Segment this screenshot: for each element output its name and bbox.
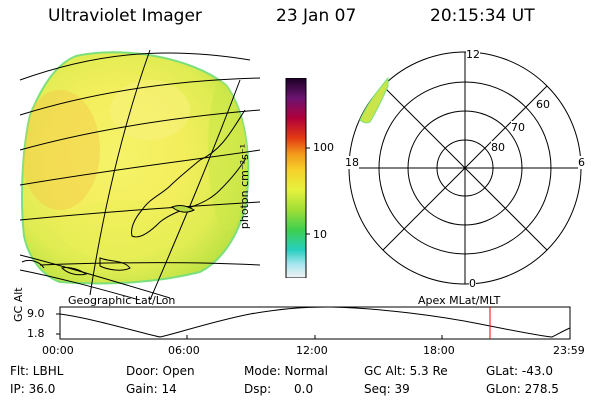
geographic-image (19, 49, 260, 300)
timeline-ytick-max: 9.0 (27, 307, 45, 320)
colorbar-unit-label: photon cm⁻²s⁻¹ (238, 143, 252, 230)
timeline-xtick-2359: 23:59 (553, 344, 585, 357)
color-scale-bar (285, 78, 310, 278)
image-time: 20:15:34 UT (430, 6, 535, 26)
coastline (131, 109, 247, 238)
mlat-label-60: 60 (536, 98, 550, 111)
altitude-timeline (56, 306, 571, 340)
timeline-xtick-0000: 00:00 (42, 344, 74, 357)
dsp-value: Dsp: 0.0 (244, 382, 314, 396)
door-status: Door: Open (126, 364, 195, 378)
polar-plot (348, 51, 582, 285)
mlt-label-18: 18 (345, 156, 359, 169)
ip-value: IP: 36.0 (10, 382, 56, 396)
instrument-title: Ultraviolet Imager (48, 6, 202, 26)
sequence-number: Seq: 39 (364, 382, 410, 396)
mlt-label-6: 6 (578, 156, 585, 169)
polar-caption: Apex MLat/MLT (418, 294, 501, 307)
colorbar-tick-10: 10 (313, 228, 327, 241)
polar-emission-patch (359, 76, 389, 124)
lat-lon-grid (19, 49, 260, 300)
gain-value: Gain: 14 (126, 382, 177, 396)
geo-latitude: GLat: -43.0 (486, 364, 553, 378)
mlt-label-12: 12 (466, 48, 480, 61)
colorbar-tick-100: 100 (313, 141, 334, 154)
mlat-label-70: 70 (511, 121, 525, 134)
geo-longitude: GLon: 278.5 (486, 382, 559, 396)
filter-value: Flt: LBHL (10, 364, 64, 378)
mlt-label-0: 0 (469, 277, 476, 290)
timeline-xtick-0600: 06:00 (168, 344, 200, 357)
gc-altitude: GC Alt: 5.3 Re (364, 364, 448, 378)
timeline-ytick-min: 1.8 (27, 327, 45, 340)
mlat-label-80: 80 (491, 141, 505, 154)
image-date: 23 Jan 07 (276, 6, 357, 26)
timeline-ylabel: GC Alt (12, 287, 25, 322)
altitude-curve (59, 306, 571, 338)
geographic-caption: Geographic Lat/Lon (68, 294, 176, 307)
timeline-xtick-1800: 18:00 (423, 344, 455, 357)
timeline-xtick-1200: 12:00 (296, 344, 328, 357)
mode-value: Mode: Normal (244, 364, 328, 378)
